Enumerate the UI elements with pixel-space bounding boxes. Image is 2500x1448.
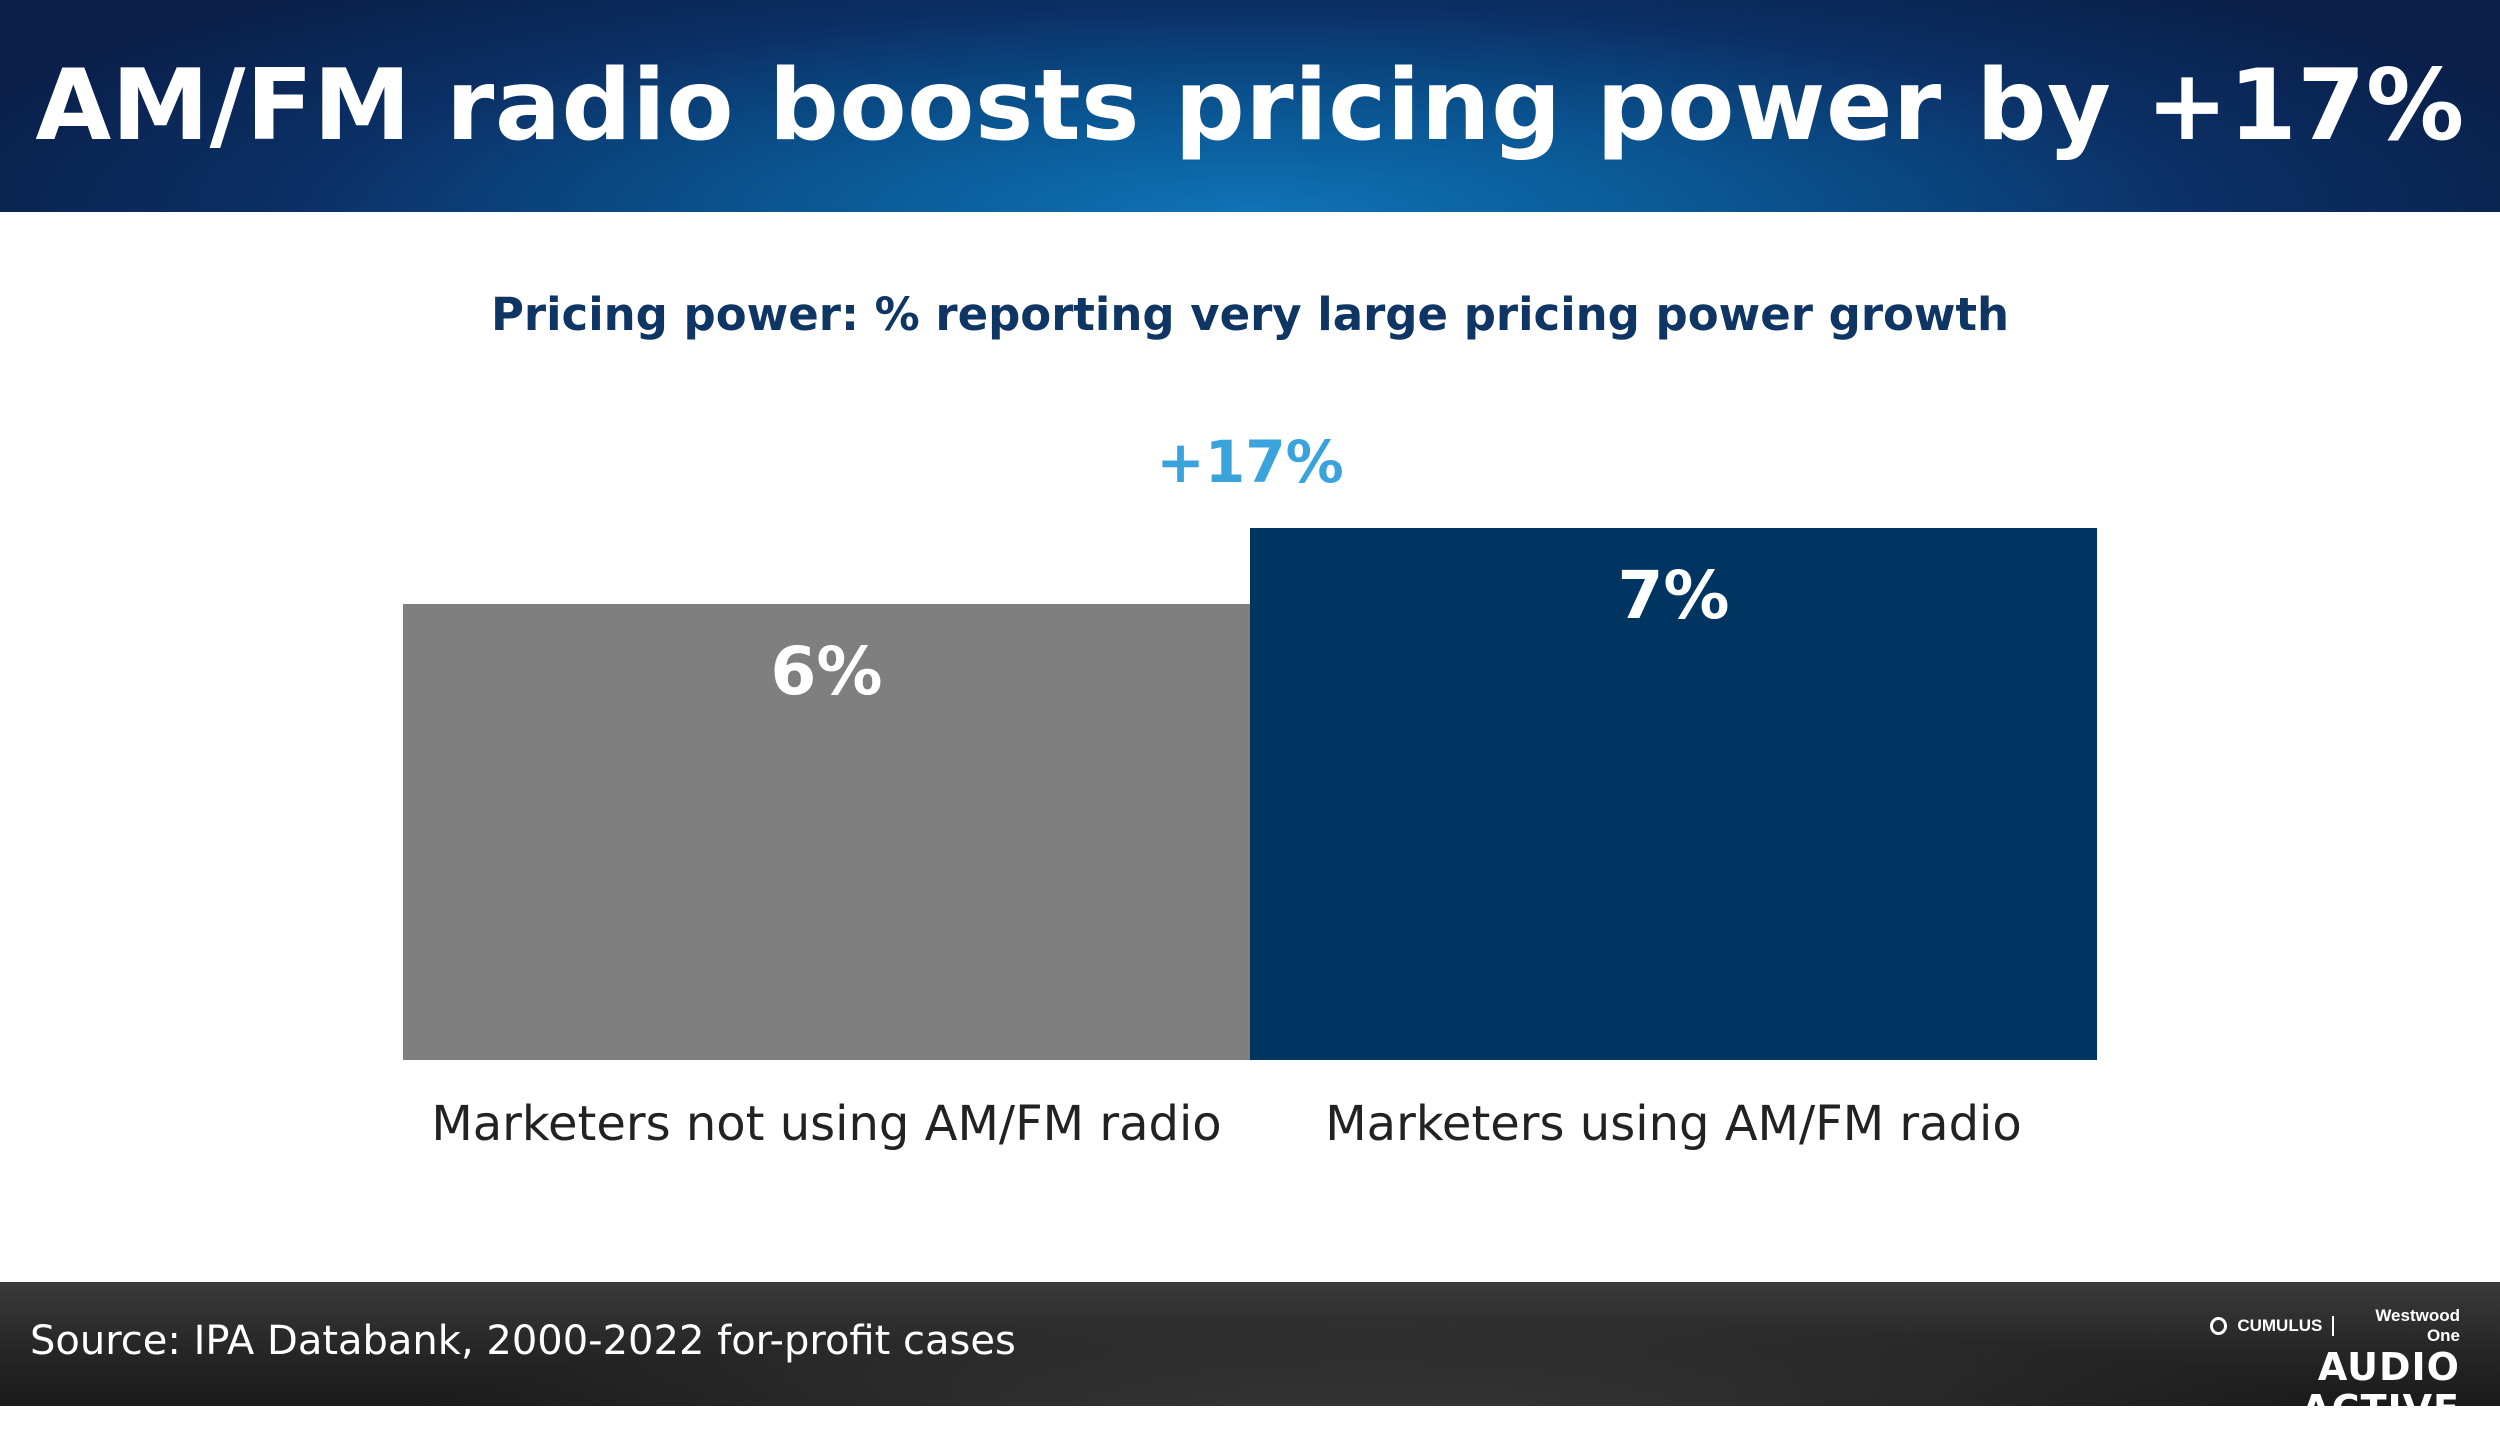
bar-1 — [403, 604, 1250, 1060]
title-banner: AM/FM radio boosts pricing power by +17% — [0, 0, 2500, 212]
source-note: Source: IPA Databank, 2000-2022 for-prof… — [30, 1318, 1016, 1364]
chart-title: Pricing power: % reporting very large pr… — [490, 288, 2010, 341]
bar-value-label-1: 6% — [770, 633, 882, 710]
bar-2 — [1250, 528, 2097, 1060]
page-title: AM/FM radio boosts pricing power by +17% — [35, 49, 2465, 163]
logo-brand-right: Westwood One — [2375, 1306, 2460, 1345]
bar-chart: 6% Marketers not using AM/FM radio 7% Marke… — [403, 528, 2097, 1152]
logo-brand-left: CUMULUS — [2237, 1316, 2323, 1335]
logo-divider — [2332, 1316, 2335, 1336]
logo-brands: CUMULUS Westwood One — [2210, 1306, 2460, 1346]
cumulus-icon — [2210, 1317, 2228, 1335]
change-annotation: +17% — [1156, 428, 1344, 496]
footer-bar — [0, 1282, 2500, 1406]
audio-active-group-logo: CUMULUS Westwood One AUDIO ACTIVE GROUP — [2210, 1306, 2460, 1447]
category-label-2: Marketers using AM/FM radio — [1325, 1096, 2021, 1152]
logo-main: AUDIO ACTIVE — [2301, 1345, 2460, 1431]
bar-value-label-2: 7% — [1617, 557, 1729, 634]
category-label-1: Marketers not using AM/FM radio — [431, 1096, 1221, 1152]
logo-sub: GROUP — [2311, 1430, 2450, 1447]
